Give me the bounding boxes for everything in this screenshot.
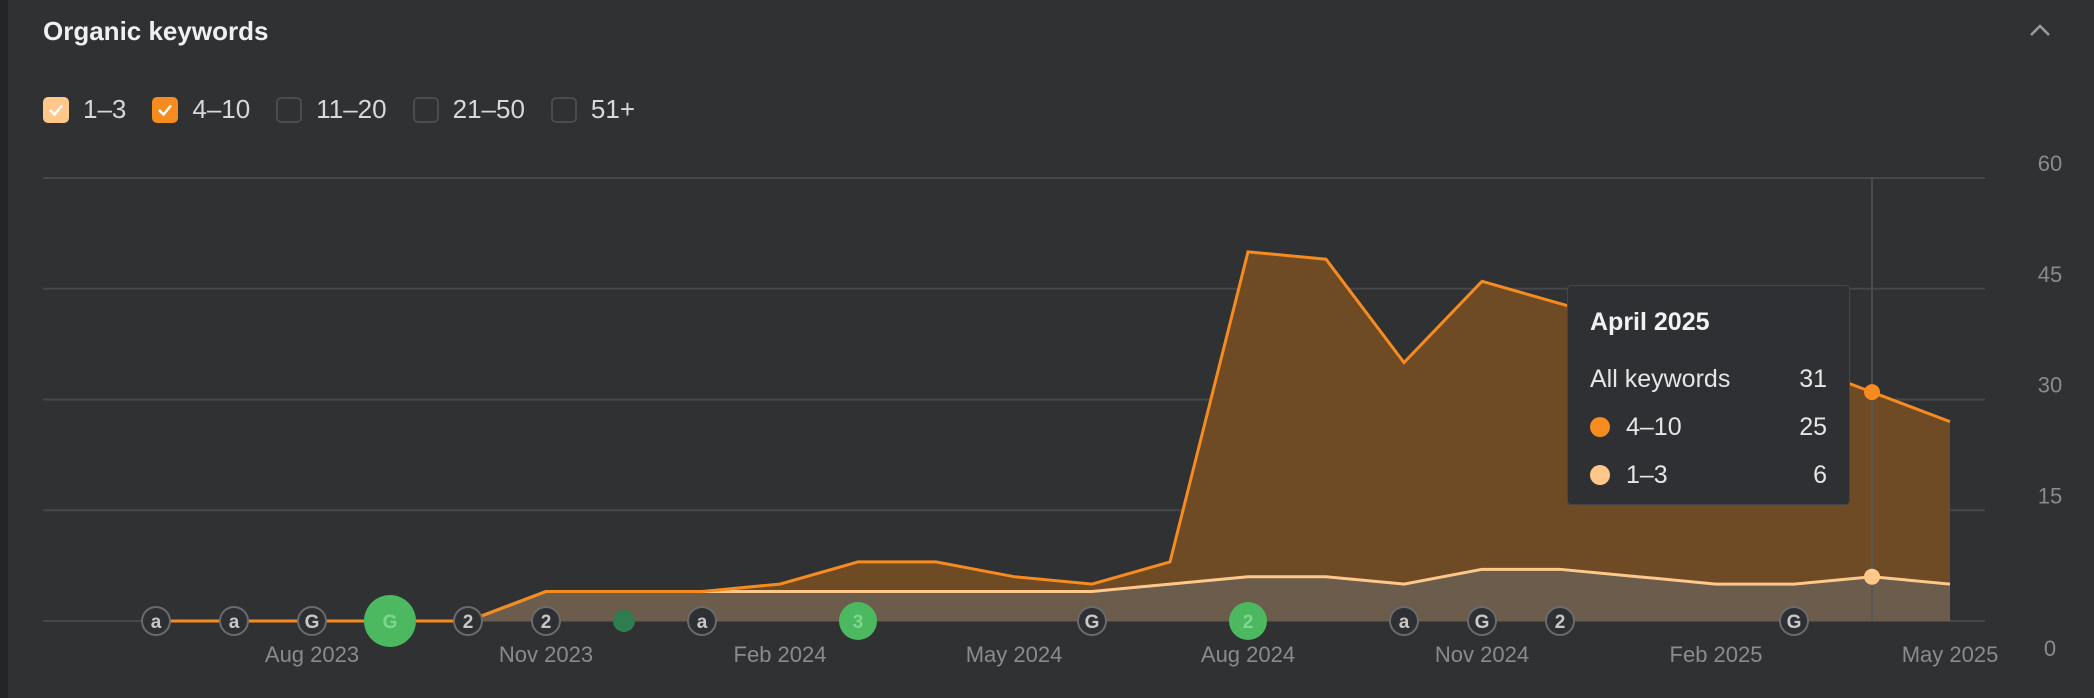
check-icon [158,104,173,116]
tooltip-title: April 2025 [1590,308,1710,336]
x-tick-label: Feb 2025 [1670,642,1763,667]
svg-text:a: a [151,612,162,633]
hover-point-4-10 [1864,384,1880,401]
svg-text:a: a [697,612,708,633]
event-marker-a[interactable]: a [687,606,717,636]
event-marker-G[interactable]: G [297,606,327,636]
event-marker-2[interactable]: 2 [453,606,483,636]
area-1-3 [468,569,1950,621]
tooltip-label: All keywords [1590,364,1731,393]
svg-text:G: G [383,612,398,633]
x-tick-label: Aug 2023 [265,642,359,667]
y-tick-label: 60 [2038,151,2062,176]
tooltip-row-1-3: 1–3 6 [1590,451,1827,499]
chart-tooltip: April 2025 All keywords 31 4–10 25 1–3 6 [1567,285,1850,505]
check-icon [49,104,63,116]
event-marker-G[interactable]: G [1467,606,1497,636]
svg-text:3: 3 [853,612,864,633]
event-marker-2[interactable]: 2 [531,606,561,636]
event-marker-G[interactable]: G [1077,606,1107,636]
svg-text:G: G [1475,612,1490,633]
widget-title: Organic keywords [43,16,269,46]
svg-text:2: 2 [1243,612,1254,633]
svg-text:a: a [229,612,240,633]
position-filters: 1–3 4–10 11–20 21–50 51+ [43,94,661,125]
chevron-up-icon[interactable] [2026,16,2054,44]
svg-text:2: 2 [541,612,552,633]
filter-11-20[interactable]: 11–20 [276,94,387,125]
event-marker-3[interactable]: 3 [839,602,877,640]
series-dot-icon [1590,417,1610,437]
filter-label: 21–50 [452,94,525,124]
tooltip-row-all: All keywords 31 [1590,355,1827,403]
x-tick-label: May 2025 [1902,642,1999,667]
checkbox[interactable] [43,96,69,123]
svg-text:G: G [1787,612,1802,633]
tooltip-value: 6 [1813,460,1827,489]
checkbox[interactable] [276,96,303,123]
left-edge [0,0,8,698]
checkbox[interactable] [152,96,179,123]
svg-text:2: 2 [1555,612,1566,633]
filter-label: 1–3 [83,94,127,124]
filter-4-10[interactable]: 4–10 [152,94,250,125]
event-marker-G[interactable]: G [364,595,416,647]
tooltip-row-4-10: 4–10 25 [1590,403,1827,451]
svg-text:2: 2 [463,612,474,633]
event-marker-G[interactable]: G [1779,606,1809,636]
event-marker-2[interactable]: 2 [1545,606,1575,636]
svg-text:G: G [1085,612,1100,633]
event-marker-a[interactable]: a [1389,606,1419,636]
x-tick-label: Aug 2024 [1201,642,1295,667]
event-marker-a[interactable]: a [219,606,249,636]
filter-51+[interactable]: 51+ [550,94,636,125]
y-tick-label: 0 [2044,636,2056,661]
tooltip-value: 31 [1799,364,1827,393]
x-tick-label: May 2024 [966,642,1063,667]
tooltip-value: 25 [1799,412,1827,441]
checkbox[interactable] [550,96,577,123]
event-marker-dot[interactable] [613,610,635,632]
filter-label: 51+ [590,94,636,124]
x-tick-label: Nov 2023 [499,642,593,667]
tooltip-label: 4–10 [1626,412,1682,441]
event-marker-a[interactable]: a [141,606,171,636]
svg-text:a: a [1399,612,1410,633]
filter-label: 4–10 [192,94,251,124]
series-dot-icon [1590,465,1610,485]
x-tick-label: Nov 2024 [1435,642,1529,667]
svg-text:G: G [305,612,320,633]
filter-1-3[interactable]: 1–3 [43,94,126,125]
y-tick-label: 15 [2038,483,2062,508]
event-marker-2[interactable]: 2 [1229,602,1267,640]
filter-21-50[interactable]: 21–50 [412,94,525,125]
filter-label: 11–20 [316,94,387,124]
x-tick-label: Feb 2024 [734,642,827,667]
y-tick-label: 45 [2038,262,2062,287]
hover-point-1-3 [1864,568,1880,585]
tooltip-label: 1–3 [1626,460,1668,489]
y-tick-label: 30 [2038,373,2062,398]
checkbox[interactable] [412,96,439,123]
